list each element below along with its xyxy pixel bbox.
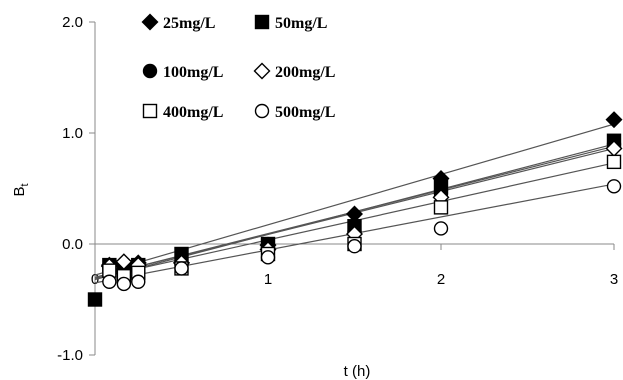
x-tick-label: 3 bbox=[610, 271, 618, 288]
data-point bbox=[433, 221, 449, 236]
legend-marker bbox=[142, 63, 158, 79]
data-point bbox=[174, 261, 189, 276]
legend-marker bbox=[141, 13, 159, 31]
data-point bbox=[433, 200, 449, 215]
x-tick-label: 1 bbox=[264, 271, 272, 288]
data-point bbox=[606, 154, 622, 170]
legend-marker bbox=[253, 62, 271, 80]
legend-marker bbox=[142, 103, 158, 119]
axes: -1.00.01.02.00 1 2 3 bbox=[57, 14, 618, 364]
tick-marks bbox=[89, 21, 615, 356]
legend-marker bbox=[254, 103, 270, 119]
legend-label: 400mg/L bbox=[163, 104, 223, 121]
data-point bbox=[131, 274, 146, 289]
fit-lines bbox=[94, 123, 615, 284]
data-point bbox=[347, 239, 362, 254]
data-point bbox=[116, 276, 132, 292]
legend-label: 500mg/L bbox=[275, 104, 335, 121]
tick-labels: -1.00.01.02.00 1 2 3 bbox=[57, 14, 618, 364]
y-axis-label-subscript: t bbox=[19, 183, 31, 186]
y-axis-label: Bt bbox=[11, 183, 31, 196]
y-tick-label: 1.0 bbox=[62, 125, 83, 142]
legend-marker bbox=[254, 14, 270, 30]
data-points bbox=[87, 111, 623, 307]
y-tick-label: -1.0 bbox=[57, 347, 83, 364]
data-point bbox=[87, 292, 103, 307]
y-axis-label-main: B bbox=[11, 187, 28, 197]
x-axis-label: t (h) bbox=[344, 363, 371, 380]
legend-label: 50mg/L bbox=[275, 15, 327, 32]
y-tick-label: 0.0 bbox=[62, 236, 83, 253]
data-point bbox=[606, 179, 622, 194]
legend-label: 25mg/L bbox=[163, 15, 215, 32]
data-point bbox=[605, 111, 623, 129]
legend: 25mg/L 50mg/L 100mg/L 200mg/L 400mg/L 500mg/L bbox=[141, 13, 335, 121]
data-point bbox=[102, 274, 117, 289]
x-tick-label: 2 bbox=[437, 271, 445, 288]
legend-label: 100mg/L bbox=[163, 64, 223, 81]
data-point bbox=[260, 250, 276, 265]
y-tick-label: 2.0 bbox=[62, 14, 83, 31]
legend-label: 200mg/L bbox=[275, 64, 335, 81]
